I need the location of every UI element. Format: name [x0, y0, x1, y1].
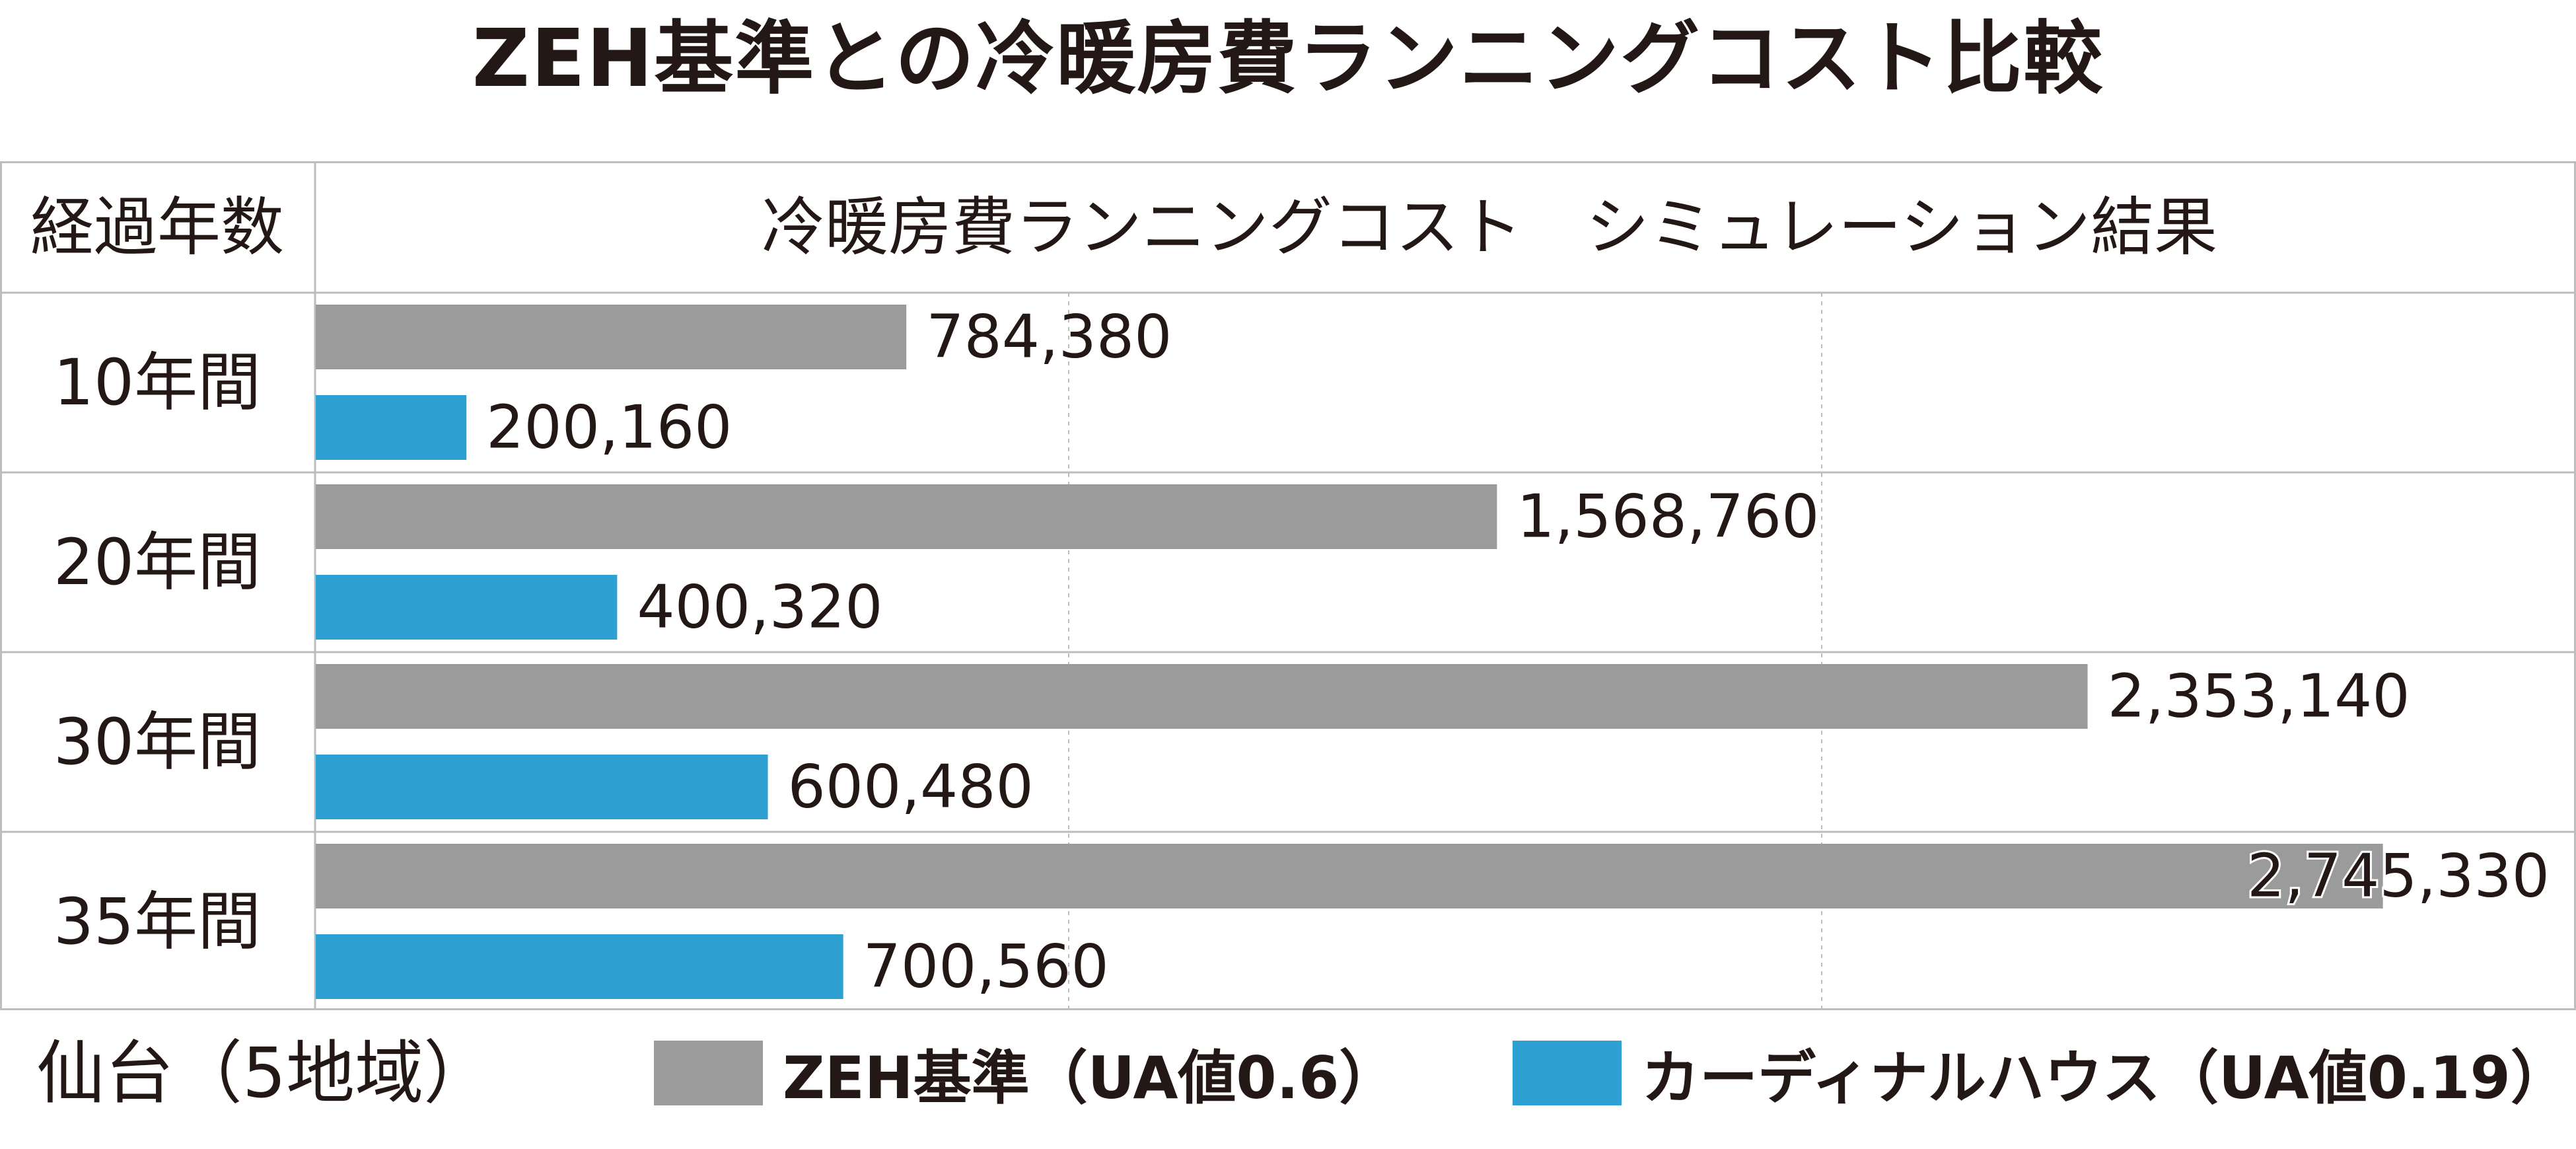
data-label-zeh: 784,380	[926, 303, 1172, 372]
data-label-cardinal: 600,480	[788, 753, 1034, 822]
category-label: 35年間	[54, 885, 261, 959]
category-label: 20年間	[54, 525, 261, 599]
category-label: 30年間	[54, 705, 261, 779]
legend-item-zeh: ZEH基準（UA値0.6）	[654, 1037, 1397, 1112]
bar-zeh	[316, 305, 907, 369]
bar-zeh	[316, 484, 1497, 549]
table-outer-border	[0, 161, 2576, 1010]
header-years-label: 経過年数	[30, 190, 284, 264]
data-label-cardinal: 400,320	[637, 573, 882, 642]
legend-swatch-zeh	[654, 1041, 763, 1105]
bar-zeh	[316, 844, 2383, 908]
bars: 10年間 784,380 200,160 20年間 1,568,760 400,320 30…	[54, 303, 2552, 1002]
legend-swatch-cardinal	[1513, 1041, 1622, 1105]
data-label-zeh: 1,568,760	[1517, 482, 1819, 552]
legend-item-cardinal: カーディナルハウス（UA値0.19）	[1513, 1037, 2569, 1112]
chart-table: 経過年数 冷暖房費ランニングコスト シミュレーション結果 10年間 784,380…	[0, 161, 2576, 1010]
data-label-zeh: 2,745,330	[2247, 842, 2550, 911]
legend-label-zeh: ZEH基準（UA値0.6）	[783, 1043, 1398, 1112]
legend-label-cardinal: カーディナルハウス（UA値0.19）	[1641, 1043, 2569, 1112]
data-label-cardinal: 200,160	[486, 393, 732, 463]
bar-cardinal	[316, 395, 467, 460]
bar-cardinal	[316, 755, 768, 819]
bar-zeh	[316, 664, 2088, 729]
chart-title: ZEH基準との冷暖房費ランニングコスト比較	[472, 13, 2104, 105]
chart-footer: 仙台（5地域） ZEH基準（UA値0.6） カーディナルハウス（UA値0.19）	[0, 1010, 2576, 1149]
data-label-cardinal: 700,560	[863, 932, 1109, 1002]
bar-cardinal	[316, 575, 618, 640]
region-label: 仙台（5地域）	[36, 1033, 493, 1113]
header-simulation-label: 冷暖房費ランニングコスト シミュレーション結果	[762, 190, 2217, 264]
bar-chart: 経過年数 冷暖房費ランニングコスト シミュレーション結果 10年間 784,380…	[0, 161, 2576, 1010]
bar-cardinal	[316, 934, 843, 999]
data-label-zeh: 2,353,140	[2108, 662, 2410, 731]
category-label: 10年間	[54, 346, 261, 420]
